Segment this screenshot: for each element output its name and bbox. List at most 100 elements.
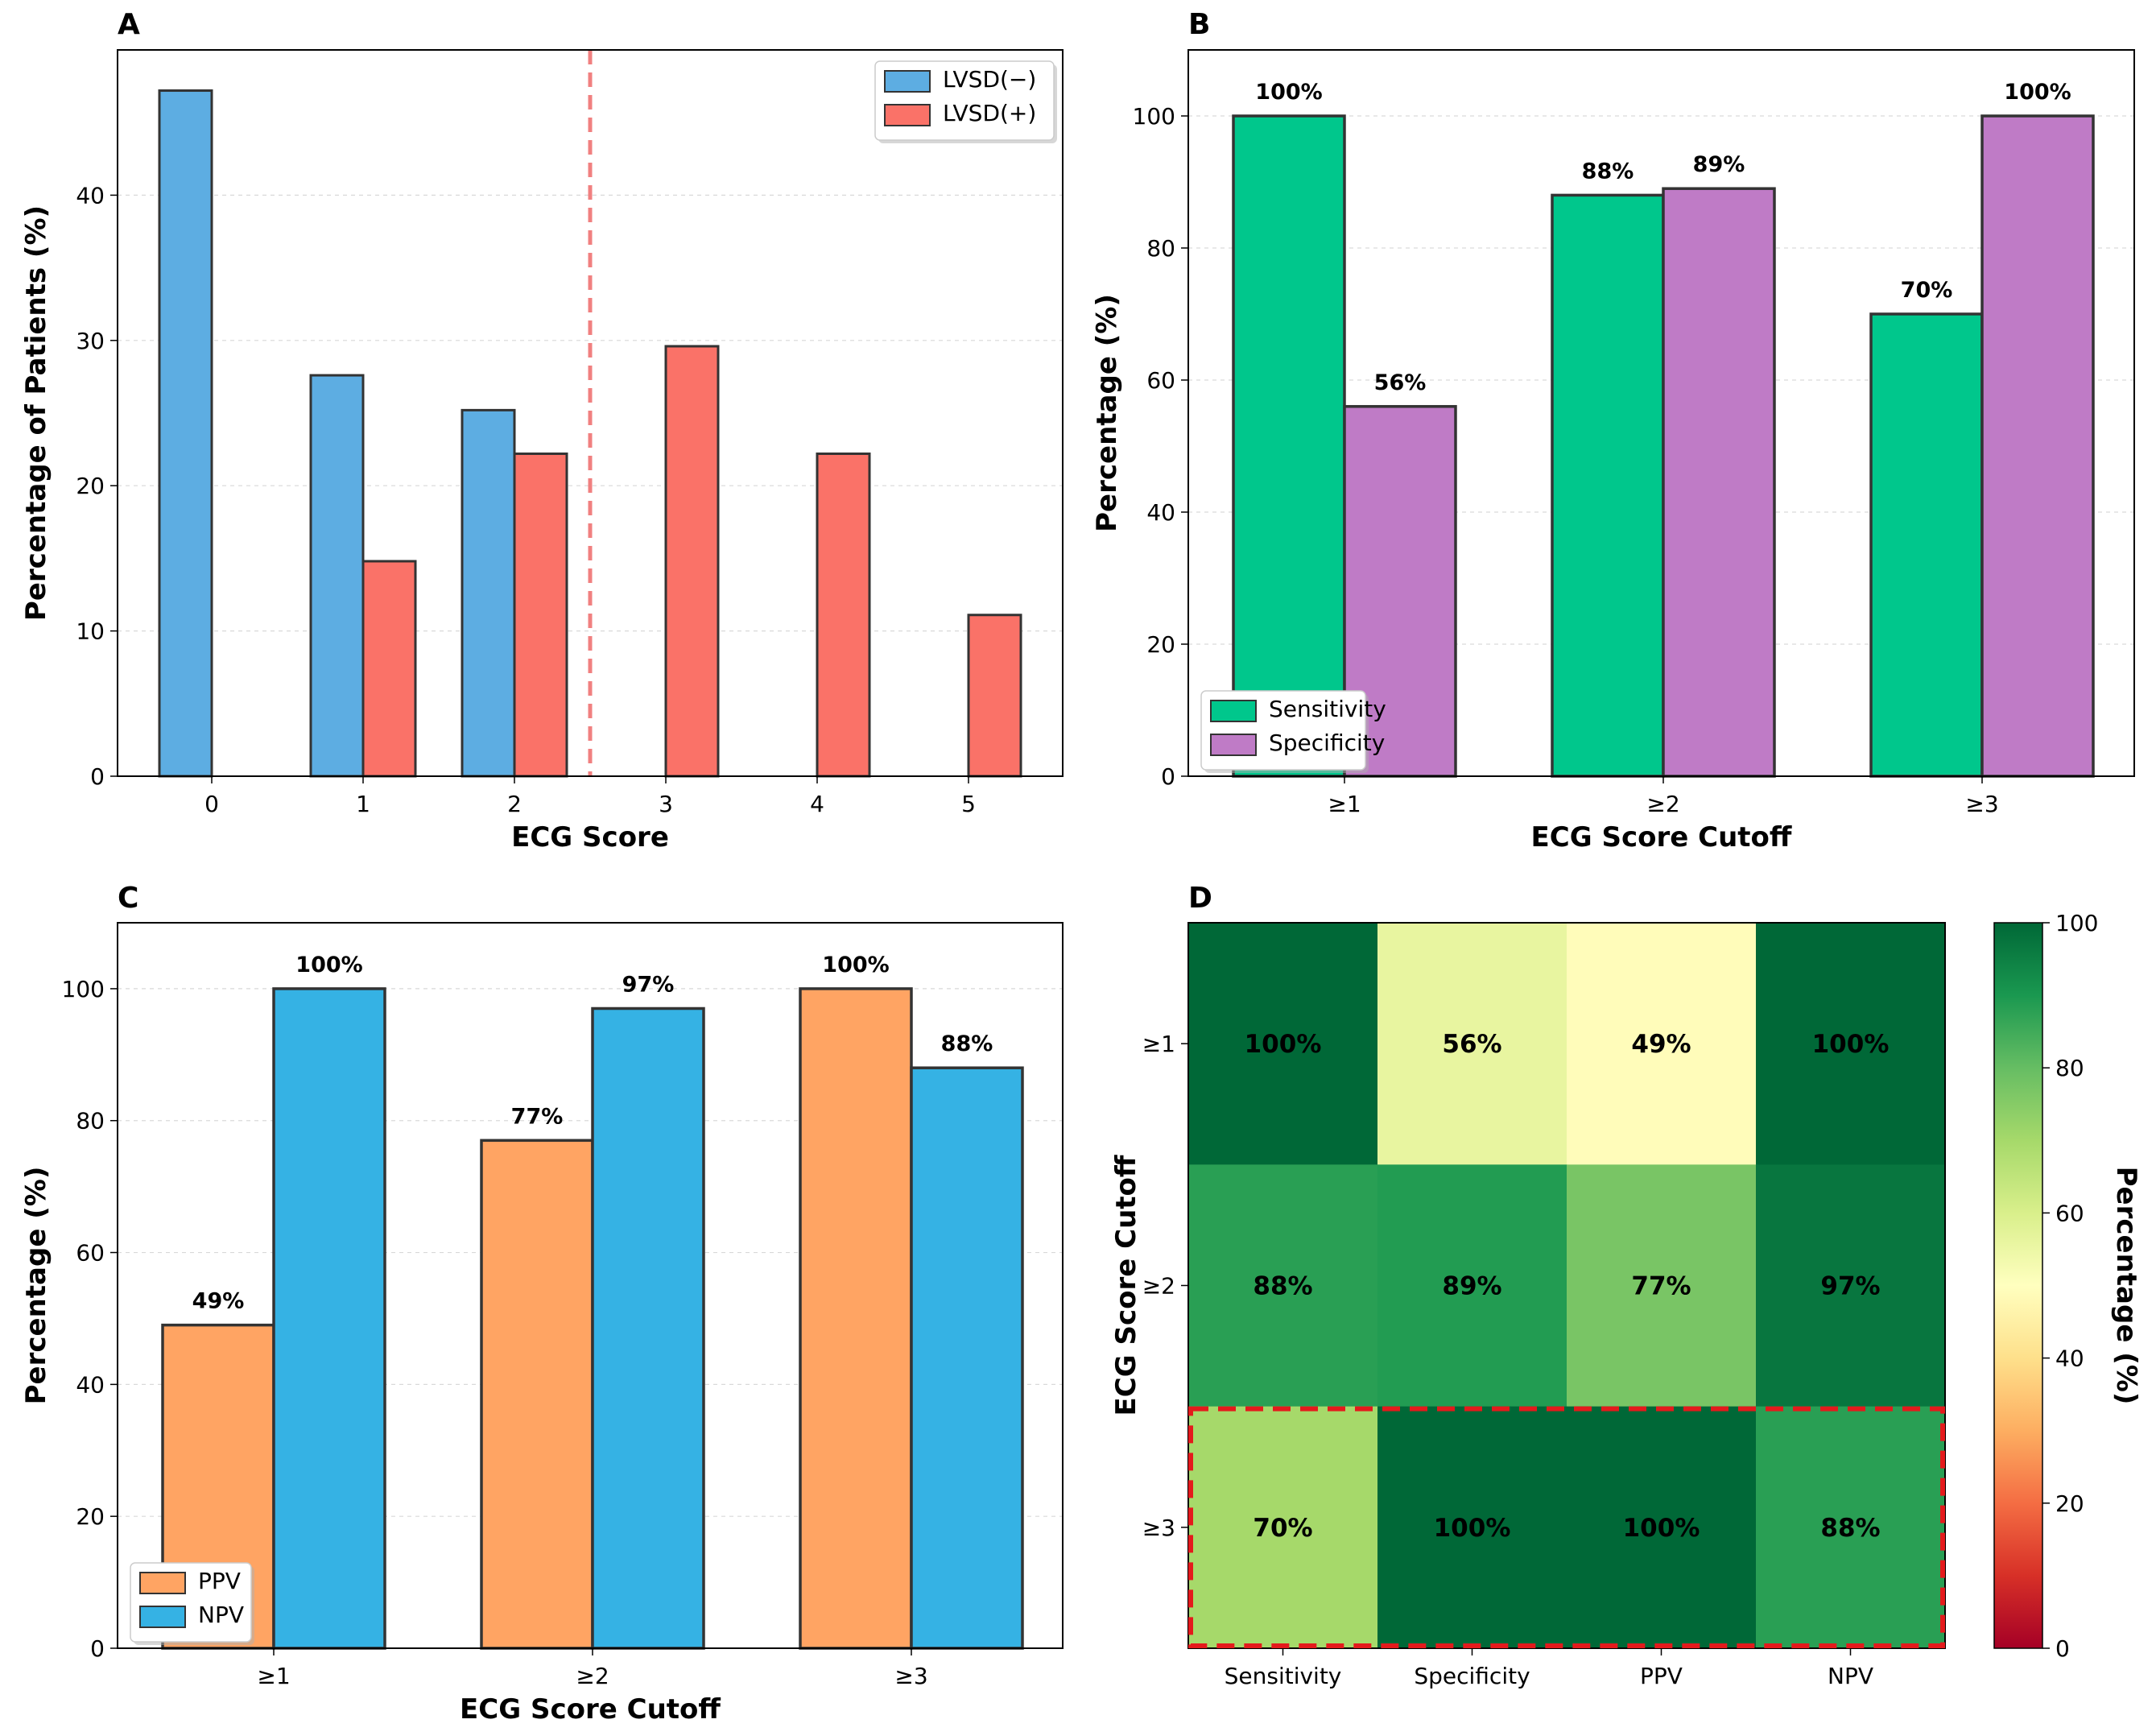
legend-label: NPV: [198, 1602, 244, 1628]
y-tick-label: 10: [76, 618, 105, 645]
heatmap-cell: [1567, 1164, 1757, 1407]
bar-value-label: 89%: [1693, 152, 1745, 177]
bar-npv-0: [272, 987, 386, 1650]
bar-value-label: 77%: [511, 1104, 564, 1129]
bar-specificity-2: [1980, 114, 2095, 778]
y-tick-label: 40: [76, 1371, 105, 1398]
y-tick-label: 80: [76, 1108, 105, 1135]
bar-lvsd-pos-score-1: [361, 560, 417, 778]
legend-label: Specificity: [1269, 730, 1385, 756]
bar-npv-1: [591, 1006, 705, 1650]
x-tick-label: 2: [507, 791, 522, 817]
panel-letter: A: [118, 8, 140, 41]
heatmap-cell: [1188, 1406, 1378, 1649]
legend-swatch: [139, 1606, 186, 1628]
colorbar-tick-label: 60: [2055, 1200, 2084, 1226]
heatmap-cell-label: 89%: [1442, 1272, 1501, 1301]
bar-lvsd-pos-score-3: [664, 345, 720, 778]
heatmap-cell: [1188, 923, 1378, 1165]
bar-npv-2: [910, 1066, 1024, 1650]
heatmap-cell-label: 49%: [1631, 1030, 1691, 1059]
y-axis-title: Percentage of Patients (%): [20, 205, 52, 621]
bar-value-label: 88%: [1582, 159, 1634, 184]
x-tick-label: ≥3: [1965, 791, 1998, 817]
x-tick-label: ≥1: [257, 1663, 290, 1689]
x-tick-label: ≥1: [1328, 791, 1361, 817]
bar-value-label: 97%: [622, 972, 675, 997]
x-tick-label: ≥3: [894, 1663, 927, 1689]
bar-value-label: 100%: [822, 953, 889, 978]
y-tick-label: 40: [1146, 499, 1175, 526]
x-axis-title: ECG Score Cutoff: [1531, 821, 1792, 854]
y-tick-label: 20: [1146, 631, 1175, 658]
heatmap-cell-label: 56%: [1442, 1030, 1501, 1059]
legend-swatch: [884, 104, 931, 126]
x-tick-label: ≥2: [1646, 791, 1679, 817]
axes-frame: [117, 922, 1064, 1649]
bar-value-label: 88%: [941, 1031, 993, 1056]
colorbar-tick-label: 100: [2055, 910, 2098, 936]
panel-letter: C: [118, 882, 138, 915]
y-tick-label: 20: [76, 473, 105, 499]
bar-lvsd-pos-score-2: [513, 453, 568, 778]
colorbar-tick-label: 80: [2055, 1055, 2084, 1081]
x-tick-label: 4: [810, 791, 824, 817]
x-axis-title: ECG Score: [511, 821, 669, 854]
bar-value-label: 70%: [1901, 278, 1953, 303]
y-tick-label: 0: [1161, 763, 1175, 790]
legend-label: Sensitivity: [1269, 696, 1386, 722]
heatmap-cell: [1756, 923, 1946, 1165]
heatmap-cell-label: 88%: [1820, 1514, 1880, 1543]
heatmap-cell-label: 100%: [1623, 1514, 1700, 1543]
heatmap-cell: [1377, 1406, 1567, 1649]
bar-lvsd-pos-score-5: [967, 614, 1022, 778]
legend-label: LVSD(+): [943, 100, 1036, 126]
legend-swatch: [139, 1572, 186, 1594]
x-tick-label: 5: [961, 791, 976, 817]
bar-lvsd-pos-score-4: [816, 453, 871, 778]
axes-frame: [1187, 49, 2135, 777]
bar-value-label: 56%: [1374, 370, 1427, 395]
x-tick-label: Specificity: [1414, 1663, 1530, 1689]
y-axis-title: Percentage (%): [1091, 294, 1123, 532]
legend-swatch: [1210, 700, 1257, 722]
y-tick-label: ≥3: [1142, 1515, 1175, 1541]
bar-specificity-1: [1662, 187, 1776, 778]
heatmap-cell-label: 70%: [1253, 1514, 1312, 1543]
y-tick-label: 30: [76, 328, 105, 354]
x-tick-label: ≥2: [576, 1663, 609, 1689]
colorbar: [1993, 922, 2043, 1649]
bar-lvsd-neg-score-0: [158, 89, 213, 778]
bar-sensitivity-2: [1869, 312, 1984, 778]
colorbar-tick-label: 20: [2055, 1490, 2084, 1517]
heatmap-cell: [1567, 1406, 1757, 1649]
heatmap-cell: [1567, 923, 1757, 1165]
y-tick-label: 100: [62, 976, 105, 1002]
bar-value-label: 100%: [1255, 80, 1322, 105]
y-tick-label: ≥2: [1142, 1273, 1175, 1300]
y-axis-title: Percentage (%): [20, 1167, 52, 1405]
heatmap-cell-label: 88%: [1253, 1272, 1312, 1301]
heatmap-cell: [1756, 1406, 1946, 1649]
y-tick-label: ≥1: [1142, 1031, 1175, 1057]
x-tick-label: Sensitivity: [1225, 1663, 1342, 1689]
bar-value-label: 100%: [2004, 80, 2071, 105]
x-tick-label: 1: [356, 791, 370, 817]
heatmap-cell: [1377, 923, 1567, 1165]
x-tick-label: PPV: [1640, 1663, 1683, 1689]
y-axis-title: ECG Score Cutoff: [1110, 1155, 1142, 1416]
y-tick-label: 20: [76, 1503, 105, 1530]
y-tick-label: 60: [76, 1240, 105, 1267]
x-tick-label: 3: [659, 791, 673, 817]
x-axis-title: ECG Score Cutoff: [460, 1693, 721, 1726]
y-tick-label: 0: [90, 1635, 105, 1662]
bar-lvsd-neg-score-2: [461, 408, 516, 778]
bar-sensitivity-0: [1232, 114, 1346, 778]
y-tick-label: 60: [1146, 367, 1175, 394]
bar-lvsd-neg-score-1: [309, 374, 365, 778]
legend-swatch: [884, 70, 931, 93]
x-tick-label: NPV: [1828, 1663, 1873, 1689]
y-tick-label: 100: [1133, 103, 1175, 130]
colorbar-tick-label: 0: [2055, 1635, 2070, 1662]
